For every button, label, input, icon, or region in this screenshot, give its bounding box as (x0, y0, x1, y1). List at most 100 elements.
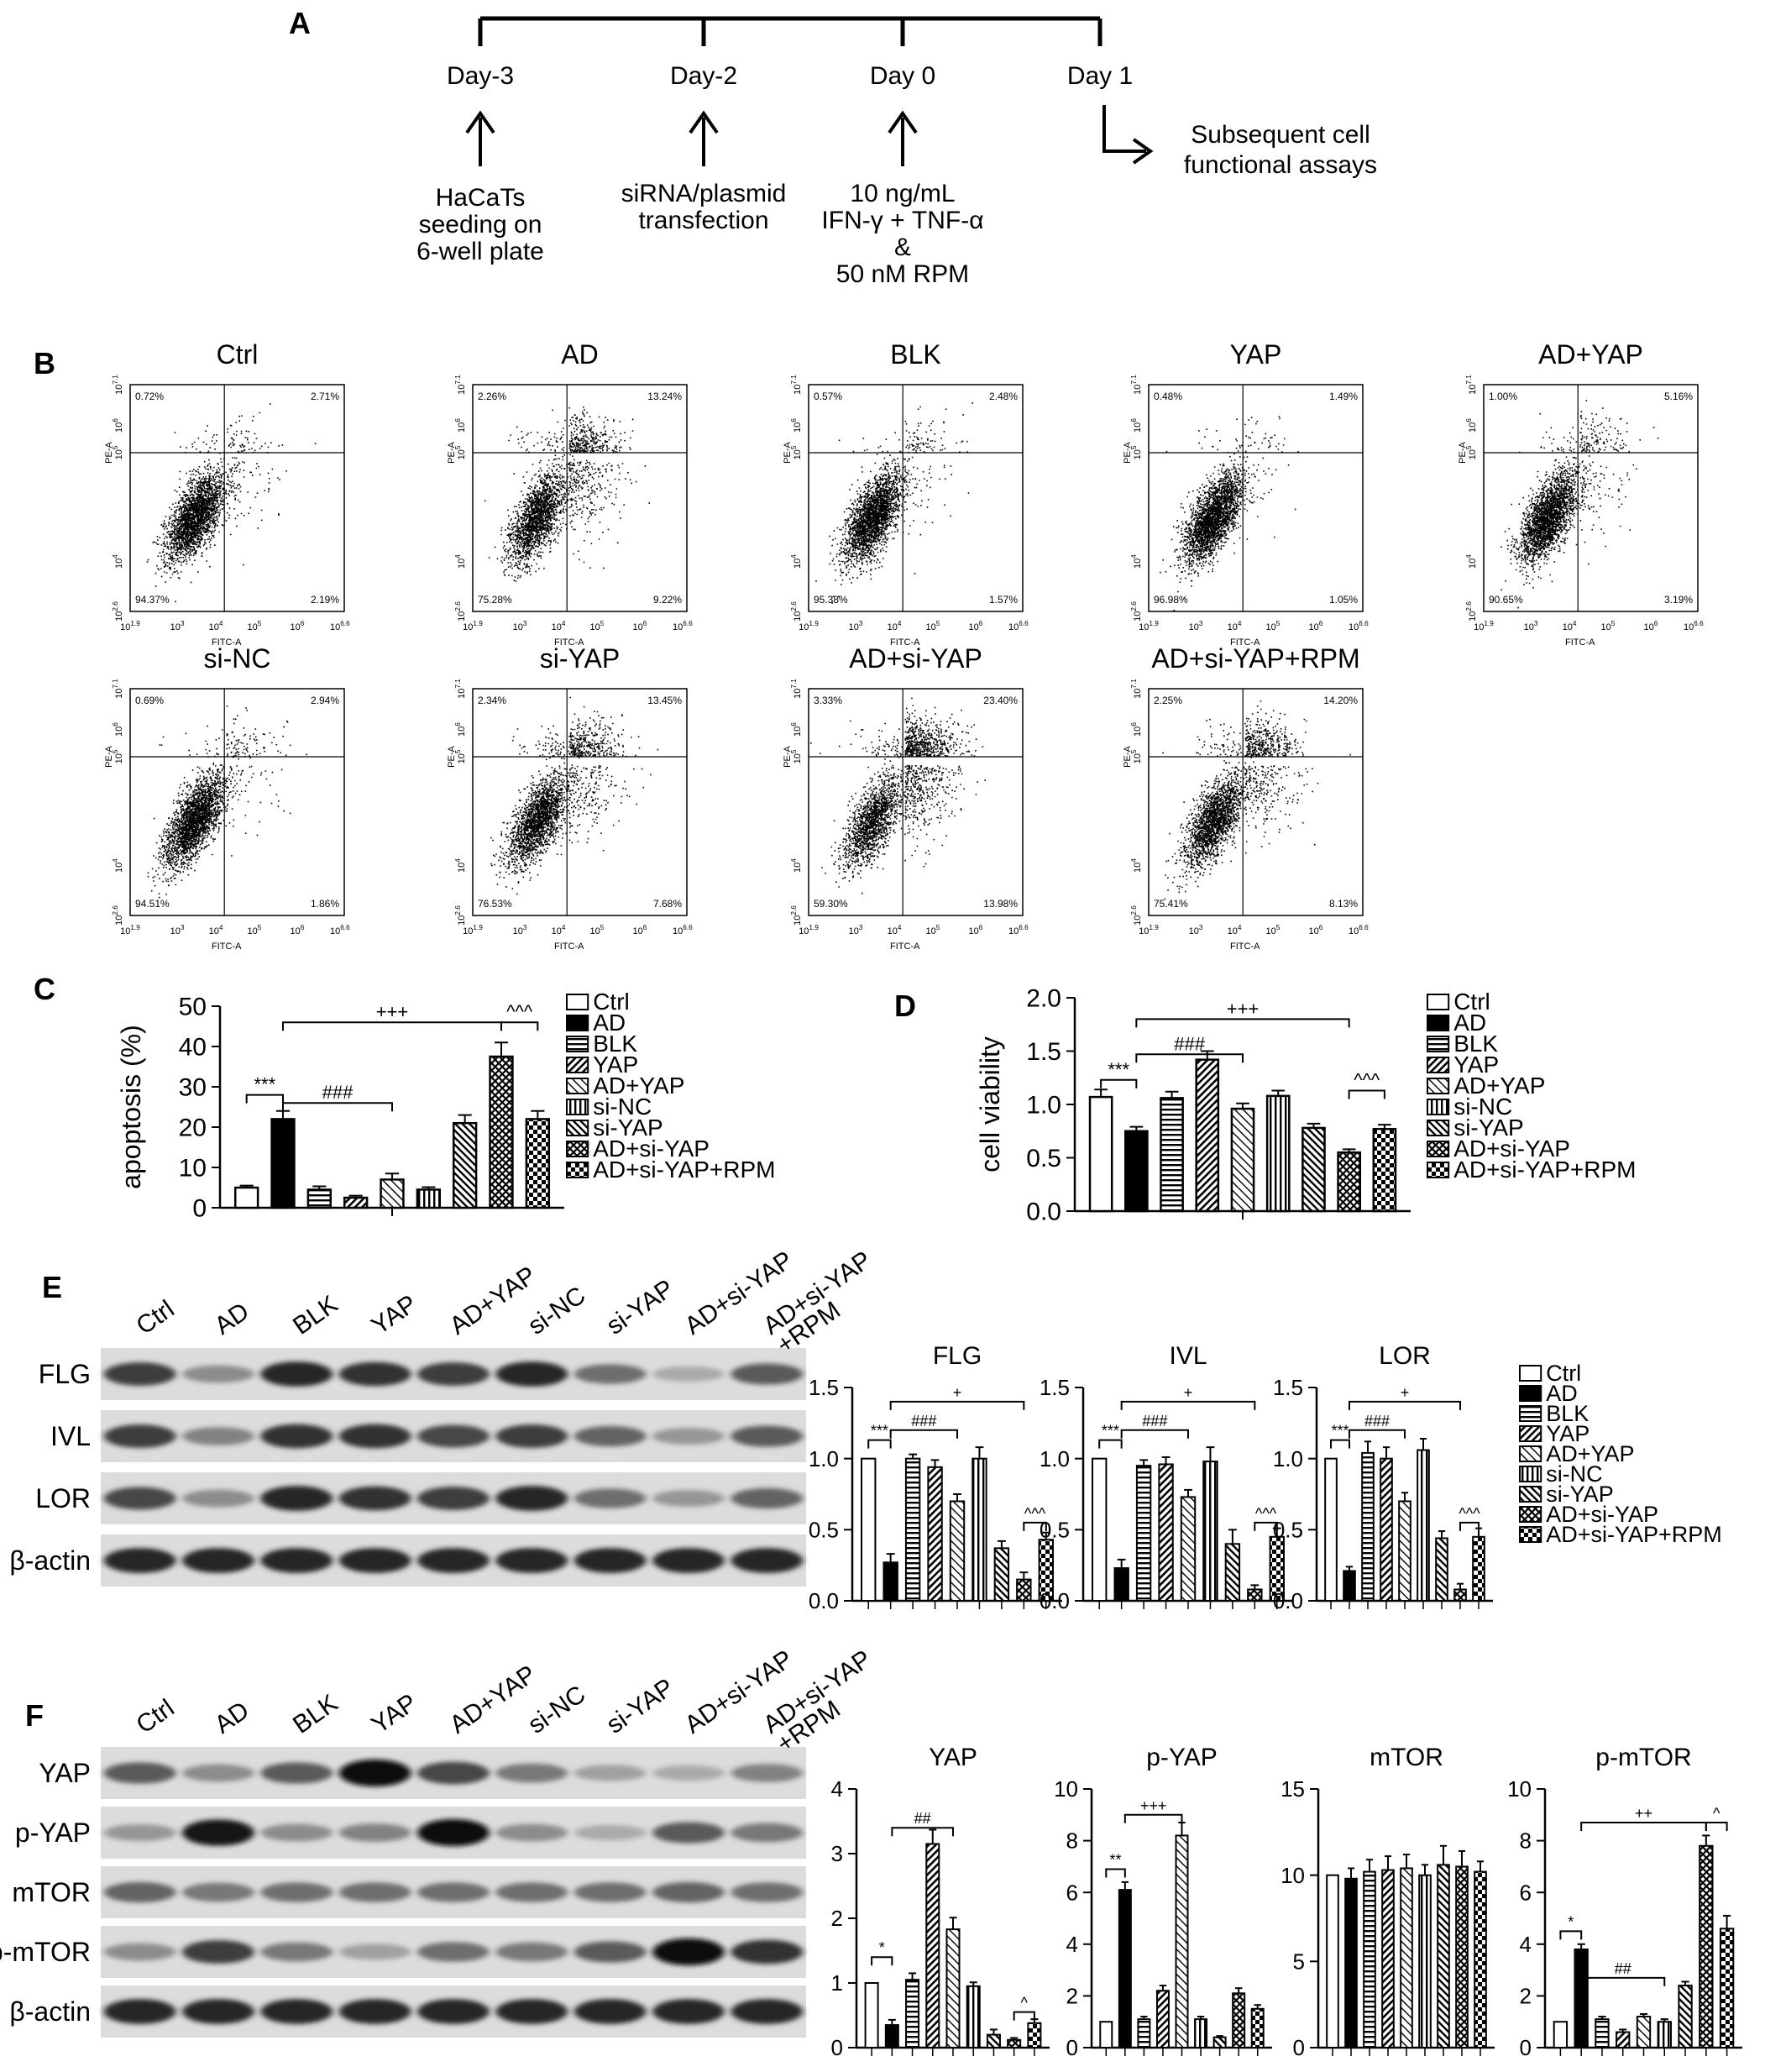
legend-entry: AD+si-YAP (593, 1136, 710, 1162)
bar-chart: 0 10 20 30 40 50 *** ### +++ ^^^ apoptosis (%) (116, 994, 564, 1223)
tick-base: 10 (552, 622, 562, 632)
blot-band (652, 1938, 725, 1966)
tick-base: 10 (1133, 449, 1143, 459)
bar-AD+si-YAP (1455, 1865, 1469, 2048)
y-tick-label: 105 (112, 445, 124, 459)
blot-band (573, 1548, 647, 1573)
lane-label-line: AD+YAP (445, 1660, 542, 1739)
tick-exponent: 3 (1534, 620, 1538, 627)
y-tick-label: 0.5 (1273, 1517, 1303, 1542)
blot-band (652, 1822, 725, 1844)
tick-exponent: 6 (301, 924, 305, 931)
significance-bracket (1120, 1400, 1256, 1410)
legend-entry: si-YAP (1546, 1482, 1614, 1507)
blot-lane-label: AD+YAP (445, 1660, 542, 1739)
y-tick-label: 50 (179, 994, 207, 1021)
bar-AD+si-YAP (1247, 1588, 1263, 1603)
legend-swatch (1427, 1141, 1450, 1157)
x-tick-label: 104 (1563, 620, 1577, 632)
tick-base: 10 (1228, 926, 1238, 936)
legend-swatch (566, 1120, 589, 1136)
x-axis-label: FITC-A (1230, 942, 1260, 952)
western-blot: YAP p-YAP mTOR p-mTOR β-actin Ctrl AD BLK YAP AD+… (0, 1644, 877, 2038)
tick-base: 10 (1643, 622, 1653, 632)
tick-exponent: 4 (1238, 924, 1242, 931)
y-axis-label: PE-A (1123, 442, 1133, 464)
significance-bracket (1348, 1089, 1385, 1099)
y-tick-label: 0 (1293, 2035, 1305, 2060)
tick-exponent: 7.1 (454, 679, 462, 689)
timeline-step-text: siRNA/plasmid (621, 180, 787, 207)
tick-exponent: 2.6 (790, 601, 798, 611)
bar-YAP (343, 1196, 369, 1209)
y-tick-label: 102.6 (454, 601, 467, 622)
blot-band (260, 1361, 333, 1387)
bar-si-NC (1657, 2021, 1672, 2048)
tick-exponent: 6 (1465, 418, 1473, 422)
y-tick-label: 107.1 (790, 375, 803, 395)
legend-swatch (566, 1057, 589, 1073)
bar-Ctrl (1088, 1095, 1113, 1213)
tick-base: 10 (968, 926, 978, 936)
legend-swatch (566, 994, 589, 1010)
blot-band (338, 1882, 411, 1902)
tick-base: 10 (1133, 753, 1143, 763)
blot-band (652, 1366, 725, 1382)
y-tick-label: 102.6 (112, 601, 124, 622)
x-tick-label: 106.6 (1008, 924, 1029, 936)
tick-exponent: 4 (1130, 858, 1138, 863)
tick-base: 10 (513, 622, 523, 632)
x-tick-label: 104 (209, 620, 223, 632)
tick-base: 10 (888, 622, 898, 632)
bar-chart: 0 1 2 3 4 * ## ^ YAP (831, 1744, 1050, 2060)
bar-AD (1574, 1948, 1589, 2048)
y-tick-label: 0 (831, 2035, 843, 2060)
tick-base: 10 (330, 926, 340, 936)
y-tick-label: 102.6 (1130, 601, 1143, 622)
significance-bracket (1123, 1813, 1183, 1823)
blot-band (495, 1942, 568, 1962)
bar-AD+si-YAP+RPM (1372, 1127, 1397, 1213)
tick-exponent: 2.6 (112, 905, 119, 915)
tick-base: 10 (793, 915, 803, 926)
legend-entry: si-YAP (1453, 1115, 1524, 1141)
y-tick-label: 20 (179, 1115, 207, 1142)
plot-frame (1483, 384, 1699, 612)
tick-exponent: 4 (454, 554, 462, 559)
x-tick-label: 105 (1265, 620, 1280, 632)
blot-band (417, 1424, 490, 1448)
legend-entry: AD+YAP (593, 1073, 684, 1099)
x-tick-label: 103 (849, 924, 863, 936)
bar-si-YAP (1224, 1543, 1241, 1603)
significance-bracket (889, 1429, 958, 1439)
blot-band (731, 1548, 804, 1573)
bar-BLK (904, 1457, 921, 1602)
significance-bracket (1330, 1439, 1350, 1449)
tick-exponent: 4 (112, 858, 119, 863)
tick-base: 10 (793, 559, 803, 569)
bar-AD+si-YAP (1337, 1151, 1362, 1213)
flow-plot-title: AD+si-YAP+RPM (1151, 643, 1359, 674)
legend-swatch (566, 1162, 589, 1178)
tick-base: 10 (457, 559, 467, 569)
bar-chart: 0 5 10 15 mTOR (1281, 1744, 1495, 2060)
tick-exponent: 5 (258, 620, 262, 627)
legend-entry: AD+si-YAP+RPM (1453, 1157, 1636, 1183)
y-axis-label: PE-A (104, 746, 114, 768)
bar-BLK (306, 1188, 333, 1209)
bar-AD+YAP (1400, 1867, 1413, 2049)
tick-base: 10 (457, 727, 467, 737)
tick-exponent: 6.6 (1019, 924, 1029, 931)
tick-exponent: 4 (1130, 554, 1138, 559)
legend-swatch (1427, 1078, 1450, 1094)
blot-band (731, 1425, 804, 1447)
bar-chart: 0.0 0.5 1.0 1.5 2.0 *** ### +++ ^^^ cell viabilit… (975, 985, 1411, 1226)
y-tick-label: 1.5 (1273, 1375, 1303, 1400)
bar-AD (270, 1118, 296, 1209)
blot-band (652, 1489, 725, 1508)
tick-base: 10 (114, 915, 124, 926)
blot-band (495, 1999, 568, 2024)
x-tick-label: 106 (968, 924, 982, 936)
x-tick-label: 104 (209, 924, 223, 936)
